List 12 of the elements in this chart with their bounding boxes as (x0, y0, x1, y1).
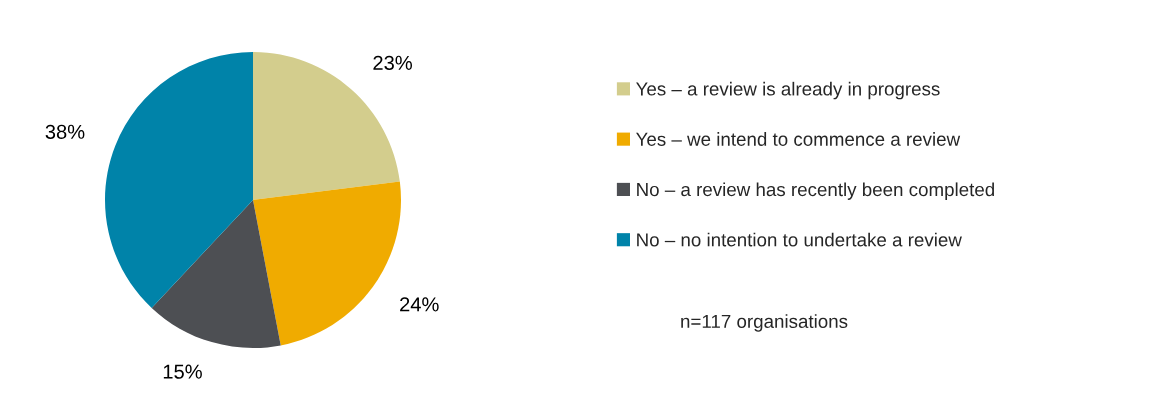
data-label: 24% (400, 297, 439, 312)
legend-label: No – a review has recently been completed (637, 182, 994, 200)
data-label: 23% (373, 55, 412, 70)
data-label: 15% (163, 364, 202, 379)
text: n=117 organisations (681, 314, 848, 332)
pie-slice (105, 52, 253, 308)
legend-label: Yes – a review is already in progress (636, 81, 940, 100)
legend-label: Yes – we intend to commence a review (636, 132, 961, 146)
legend-label: No – no intention to undertake a review (637, 232, 962, 247)
pie-slice (253, 181, 401, 346)
data-label: 38% (45, 124, 85, 139)
pie-slice (151, 200, 281, 348)
